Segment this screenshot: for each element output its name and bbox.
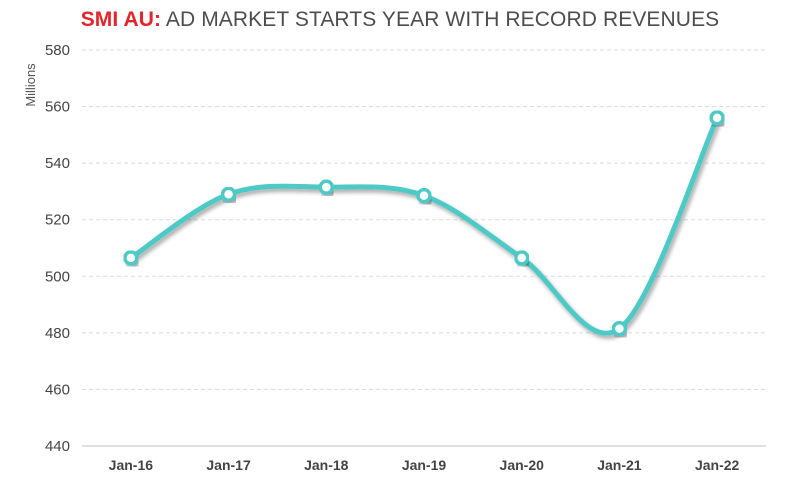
data-point — [709, 110, 725, 126]
data-point — [513, 250, 530, 266]
data-point — [611, 320, 628, 337]
y-tick-label: 440 — [45, 438, 70, 455]
x-tick-label: Jan-21 — [597, 457, 642, 473]
series-line — [128, 115, 720, 336]
chart-title-text: AD MARKET STARTS YEAR WITH RECORD REVENU… — [161, 8, 720, 31]
data-point — [220, 186, 237, 203]
x-tick-label: Jan-22 — [695, 457, 740, 473]
x-tick-label: Jan-20 — [500, 457, 545, 473]
x-tick-label: Jan-19 — [402, 457, 447, 473]
x-axis: Jan-16 Jan-17 Jan-18 Jan-19 Jan-20 Jan-21 Jan-… — [109, 457, 740, 473]
y-tick-label: 560 — [45, 99, 70, 116]
x-tick-label: Jan-18 — [304, 457, 349, 473]
y-tick-label: 540 — [45, 155, 70, 172]
y-tick-label: 460 — [45, 381, 70, 398]
series-group — [123, 110, 725, 337]
y-axis: 440 460 480 500 520 540 560 580 — [45, 42, 70, 455]
chart-title-accent: SMI AU: — [80, 8, 162, 31]
data-point — [123, 250, 139, 266]
data-point — [416, 187, 432, 204]
y-tick-label: 520 — [45, 212, 70, 229]
y-tick-label: 580 — [45, 42, 70, 59]
y-tick-label: 500 — [45, 268, 70, 285]
y-axis-label: Millions — [23, 63, 38, 107]
x-tick-label: Jan-17 — [206, 457, 251, 473]
y-tick-label: 480 — [45, 325, 70, 342]
data-point — [318, 179, 335, 195]
chart-title: SMI AU: AD MARKET STARTS YEAR WITH RECOR… — [0, 8, 800, 32]
x-tick-label: Jan-16 — [109, 457, 154, 473]
